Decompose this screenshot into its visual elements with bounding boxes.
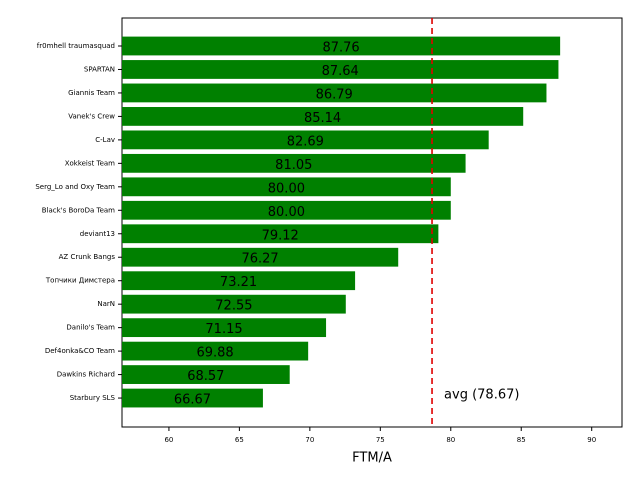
average-label: avg (78.67) xyxy=(444,388,519,403)
y-tick-label: Starbury SLS xyxy=(70,394,116,402)
x-tick-label: 75 xyxy=(376,436,385,444)
y-tick-label: Danilo's Team xyxy=(66,324,115,332)
y-tick-label: Топчики Димстера xyxy=(45,277,115,285)
bar xyxy=(122,200,451,220)
bar xyxy=(122,388,263,408)
value-label: 86.79 xyxy=(316,87,353,102)
value-label: 69.88 xyxy=(196,346,233,361)
bar xyxy=(122,153,466,173)
value-label: 66.67 xyxy=(174,393,211,408)
y-tick-label: Black's BoroDa Team xyxy=(42,206,115,214)
bar xyxy=(122,294,346,314)
y-tick-label: Giannis Team xyxy=(68,89,115,97)
x-tick-label: 85 xyxy=(517,436,526,444)
y-tick-label: Xokkeist Team xyxy=(65,159,115,167)
x-tick-label: 80 xyxy=(446,436,455,444)
plot-frame xyxy=(121,17,623,428)
bar xyxy=(122,107,524,126)
bar xyxy=(122,365,290,384)
value-label: 81.05 xyxy=(275,158,312,173)
value-label: 80.00 xyxy=(268,205,305,220)
value-label: 71.15 xyxy=(205,322,242,337)
y-tick-label: C-Lav xyxy=(95,136,115,144)
value-label: 73.21 xyxy=(220,275,257,290)
bar xyxy=(122,271,356,291)
bar xyxy=(122,130,489,150)
x-axis-label: FTM/A xyxy=(352,451,392,466)
value-label: 87.64 xyxy=(322,64,359,79)
bar xyxy=(122,36,561,56)
bar xyxy=(122,318,327,338)
bar xyxy=(122,224,439,244)
y-tick-label: fr0mhell traumasquad xyxy=(37,42,115,50)
y-tick-label: deviant13 xyxy=(80,230,115,238)
y-tick-label: Serg_Lo and Oxy Team xyxy=(35,183,115,191)
x-tick-label: 65 xyxy=(235,436,244,444)
value-label: 82.69 xyxy=(287,134,324,149)
y-tick-label: NarN xyxy=(97,300,115,308)
value-label: 85.14 xyxy=(304,111,341,126)
bar xyxy=(122,341,309,361)
value-label: 80.00 xyxy=(268,181,305,196)
x-tick-label: 60 xyxy=(164,436,173,444)
y-tick-label: Vanek's Crew xyxy=(68,112,115,120)
value-label: 76.27 xyxy=(241,252,278,267)
x-tick-label: 90 xyxy=(587,436,596,444)
bar xyxy=(122,60,559,79)
y-tick-label: SPARTAN xyxy=(84,65,115,73)
bar xyxy=(122,83,547,103)
value-label: 79.12 xyxy=(262,228,299,243)
value-label: 68.57 xyxy=(187,369,224,384)
value-label: 87.76 xyxy=(322,41,359,56)
y-tick-label: Def4onka&CO Team xyxy=(45,347,115,355)
y-tick-label: Dawkins Richard xyxy=(57,371,115,379)
x-tick-label: 70 xyxy=(305,436,314,444)
bar xyxy=(122,247,399,267)
bar xyxy=(122,177,451,197)
y-tick-label: AZ Crunk Bangs xyxy=(59,253,116,261)
value-label: 72.55 xyxy=(215,299,252,314)
